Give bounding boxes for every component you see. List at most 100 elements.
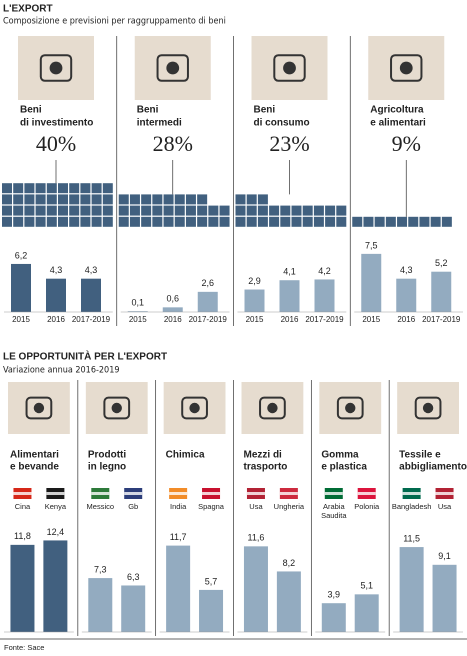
waffle-square [174, 194, 185, 205]
bar [121, 585, 146, 632]
x-tick-label: 2015 [129, 315, 147, 324]
waffle-square [80, 194, 91, 205]
waffle-square [24, 183, 35, 194]
value-label: 8,2 [283, 558, 296, 568]
bar [81, 278, 101, 312]
waffle-square [185, 194, 196, 205]
flag-stripe [46, 492, 65, 495]
waffle-square [91, 216, 102, 227]
icon [259, 396, 286, 420]
value-label: 7,5 [365, 240, 378, 250]
waffle-square [91, 183, 102, 194]
waffle-square [58, 194, 68, 205]
waffle-square [197, 216, 208, 227]
waffle-square [129, 216, 140, 227]
flag-stripe [124, 492, 143, 495]
bar [354, 594, 379, 632]
waffle-square [363, 216, 374, 227]
waffle-square [13, 216, 24, 227]
value-label: 0,6 [166, 294, 179, 304]
bar [127, 311, 148, 312]
panel-title: e bevande [10, 462, 59, 473]
panel-title: Beni [254, 105, 276, 116]
section-title: LE OPPORTUNITÀ PER L'EXPORT [3, 350, 167, 363]
waffle-square [313, 205, 324, 216]
waffle-square [197, 194, 208, 205]
waffle [2, 183, 113, 227]
x-tick-label: India [170, 502, 187, 511]
x-tick-label: Cina [15, 502, 31, 511]
value-label: 12,4 [47, 527, 65, 537]
bar [399, 547, 424, 632]
flag-stripe [91, 492, 110, 495]
waffle-square [80, 183, 91, 194]
waffle-square [118, 205, 129, 216]
panel-title: e plastica [321, 462, 367, 473]
value-label: 11,6 [248, 533, 265, 543]
icon [283, 61, 296, 75]
value-label: 11,8 [14, 531, 31, 541]
value-label: 3,9 [328, 590, 341, 600]
waffle [352, 216, 452, 227]
waffle-square [24, 216, 35, 227]
x-tick-label: Gb [128, 502, 138, 511]
bar [244, 289, 265, 312]
value-label: 9,1 [438, 551, 451, 561]
x-tick-label: 2016 [397, 315, 415, 324]
waffle-square [408, 216, 419, 227]
panel-title: abbigliamento [399, 462, 467, 473]
waffle-square [46, 216, 57, 227]
x-tick-label: Usa [438, 502, 452, 511]
bar [243, 546, 268, 632]
waffle-square [24, 205, 35, 216]
flag-stripe [402, 492, 421, 495]
bar [276, 571, 301, 632]
panel-title: Gomma [321, 450, 359, 461]
flag-stripe [279, 492, 298, 495]
flag-stripe [13, 492, 32, 495]
waffle-square [69, 205, 80, 216]
share-label: 40% [36, 131, 76, 156]
waffle-square [441, 216, 452, 227]
waffle-square [141, 194, 152, 205]
flag-stripe [202, 492, 221, 495]
waffle-square [102, 194, 113, 205]
x-tick-label: 2017-2019 [305, 315, 344, 324]
icon [345, 402, 356, 414]
value-label: 4,3 [50, 265, 63, 275]
icon [49, 61, 63, 75]
waffle-square [102, 216, 113, 227]
panel-title: Tessile e [399, 450, 441, 461]
waffle-square [13, 205, 24, 216]
waffle-square [185, 205, 196, 216]
icon [273, 54, 306, 82]
bar [10, 544, 35, 632]
flag-stripe [246, 492, 265, 495]
panel-title: di consumo [254, 118, 310, 129]
bar [279, 280, 300, 312]
waffle-square [163, 194, 174, 205]
waffle-square [374, 216, 385, 227]
x-tick-label: Saudita [321, 511, 347, 520]
waffle-square [430, 216, 441, 227]
flag-stripe [169, 492, 188, 495]
waffle-square [235, 216, 246, 227]
x-tick-label: Usa [249, 502, 263, 511]
panel-title: in legno [88, 462, 126, 473]
icon [156, 54, 189, 82]
waffle-square [313, 216, 324, 227]
icon [103, 396, 131, 420]
waffle-square [257, 216, 268, 227]
panel-title: Prodotti [88, 450, 127, 461]
value-label: 4,2 [318, 266, 331, 276]
waffle-square [152, 205, 163, 216]
waffle-square [246, 216, 257, 227]
x-tick-label: 2015 [362, 315, 380, 324]
bar [88, 578, 113, 632]
value-label: 4,3 [85, 265, 98, 275]
bar [321, 603, 346, 632]
waffle-square [197, 205, 208, 216]
icon [336, 396, 364, 420]
waffle-square [325, 216, 336, 227]
waffle-square [352, 216, 363, 227]
